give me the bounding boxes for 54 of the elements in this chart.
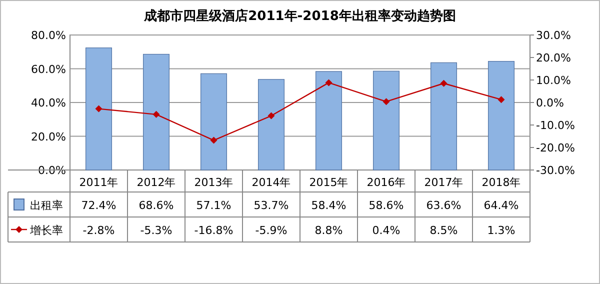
data-label: -5.9% xyxy=(255,224,288,237)
x-tick-label: 2017年 xyxy=(424,176,464,189)
x-tick-label: 2018年 xyxy=(482,176,521,189)
bar xyxy=(258,79,284,170)
data-label: 57.1% xyxy=(196,199,232,212)
x-tick-label: 2016年 xyxy=(366,176,406,189)
point xyxy=(382,98,390,106)
data-label: -2.8% xyxy=(82,224,115,237)
data-label: 8.5% xyxy=(430,224,458,237)
y-tick-label: 80.0% xyxy=(31,29,66,42)
y-tick-label: 60.0% xyxy=(31,62,66,76)
point xyxy=(498,96,505,104)
data-label: -16.8% xyxy=(194,224,234,237)
y2-tick-label: 30.0% xyxy=(536,29,571,42)
bar xyxy=(86,48,112,170)
data-label: 53.7% xyxy=(254,199,289,212)
point xyxy=(268,112,275,120)
data-label: 63.6% xyxy=(426,199,462,212)
bar xyxy=(143,54,170,170)
point xyxy=(210,136,218,144)
data-label: 8.8% xyxy=(314,224,343,237)
point xyxy=(152,110,160,118)
data-label: 0.4% xyxy=(372,224,400,237)
point xyxy=(325,79,332,86)
y-tick-label: 40.0% xyxy=(31,96,66,110)
data-label: 64.4% xyxy=(484,199,519,212)
data-label: 68.6% xyxy=(138,199,174,212)
bar xyxy=(316,71,342,170)
chart-title: 成都市四星级酒店2011年-2018年出租率变动趋势图 xyxy=(143,8,456,24)
data-label: 72.4% xyxy=(81,199,116,212)
data-label: 58.4% xyxy=(311,199,346,212)
bar xyxy=(200,73,227,170)
data-label: 58.6% xyxy=(368,199,404,212)
legend-label: 出租率 xyxy=(30,199,63,212)
bar xyxy=(373,70,400,170)
point xyxy=(95,105,102,112)
y2-tick-label: -20.0% xyxy=(536,142,575,154)
y-tick-label: 20.0% xyxy=(31,130,66,144)
y2-tick-label: -10.0% xyxy=(536,119,575,132)
x-tick-label: 2012年 xyxy=(136,176,176,189)
y2-tick-label: 0.0% xyxy=(536,96,564,110)
point xyxy=(440,80,448,87)
legend-label: 增长率 xyxy=(29,224,63,237)
bar xyxy=(430,62,457,170)
y2-tick-label: -30.0% xyxy=(536,164,575,177)
x-tick-label: 2015年 xyxy=(309,176,348,189)
x-tick-label: 2011年 xyxy=(79,176,118,189)
data-label: -5.3% xyxy=(140,224,172,237)
y2-tick-label: 10.0% xyxy=(536,74,571,87)
bar xyxy=(488,61,514,170)
x-tick-label: 2013年 xyxy=(194,176,234,189)
x-tick-label: 2014年 xyxy=(252,176,291,189)
data-label: 1.3% xyxy=(487,224,516,237)
y2-tick-label: 20.0% xyxy=(536,52,571,64)
